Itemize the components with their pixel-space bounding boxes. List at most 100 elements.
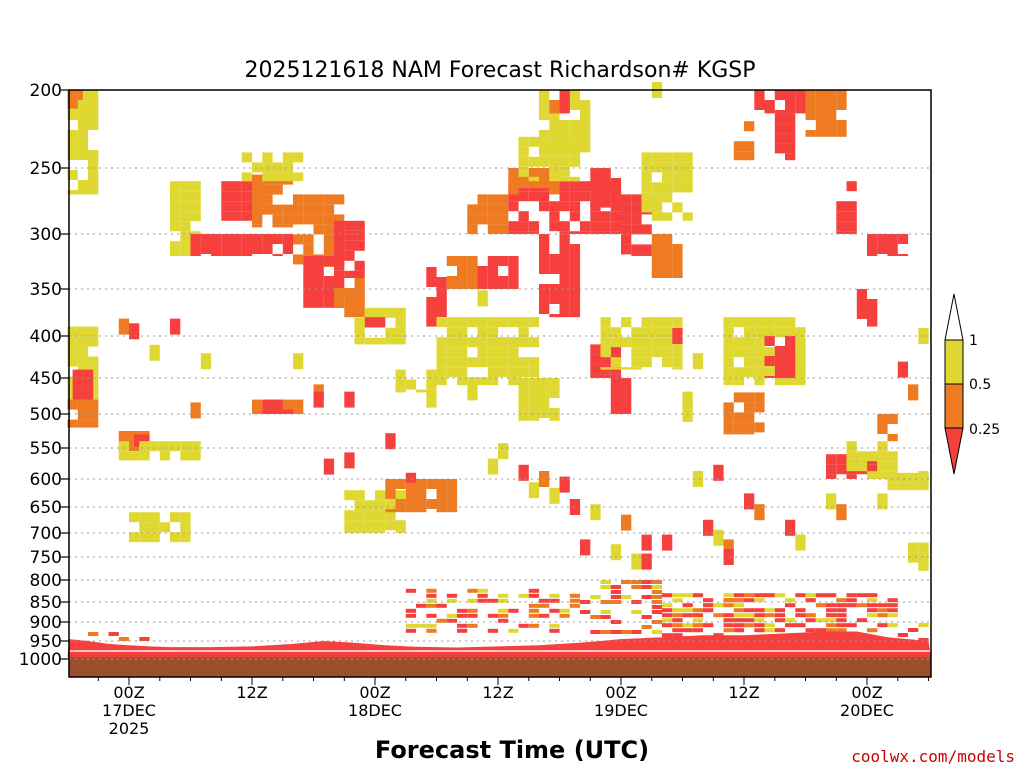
ri-cell-52 — [744, 412, 755, 423]
ri-cell-41 — [641, 152, 652, 163]
ri-scatter-cell — [692, 353, 704, 370]
ri-cell-27 — [457, 266, 468, 276]
ri-cell-8 — [149, 522, 160, 533]
ri-cell-0 — [88, 160, 99, 170]
ri-cell-54 — [877, 244, 888, 254]
ri-cell-4 — [77, 399, 89, 410]
low-level-streak — [487, 628, 499, 633]
ri-cell-35 — [518, 398, 529, 408]
ri-cell-26 — [426, 317, 437, 327]
ri-cell-16 — [334, 250, 345, 261]
low-level-streak — [826, 593, 837, 598]
ri-cell-47 — [805, 90, 816, 100]
ri-cell-25 — [395, 379, 406, 390]
ri-scatter-cell — [559, 476, 570, 493]
ri-cell-54 — [867, 234, 878, 244]
ri-scatter-cell — [826, 493, 837, 510]
x-tick-label: 20DEC — [840, 701, 894, 720]
low-level-streak — [692, 613, 704, 618]
ri-cell-52 — [744, 422, 755, 433]
ri-cell-14 — [303, 214, 314, 225]
ri-cell-29 — [498, 357, 509, 368]
ri-cell-20 — [293, 409, 304, 414]
ri-cell-46 — [785, 110, 796, 114]
ri-cell-42 — [662, 274, 673, 278]
ri-cell-43 — [590, 364, 601, 375]
ri-cell-23 — [446, 479, 458, 489]
ri-cell-12 — [252, 184, 263, 195]
ri-cell-33 — [528, 136, 540, 147]
ri-cell-12 — [262, 204, 273, 215]
low-level-streak — [795, 623, 806, 628]
ri-cell-12 — [272, 204, 283, 215]
ri-cell-28 — [508, 276, 519, 286]
y-tick-label: 200 — [30, 81, 62, 101]
y-axis: 200 250 300 350 400 450 500 550 600 650 700 750 8008… — [19, 81, 69, 670]
low-level-streak — [744, 618, 755, 623]
ri-cell-23 — [405, 479, 417, 489]
credit-link[interactable]: coolwx.com/models — [851, 747, 1015, 766]
ri-cell-13 — [293, 152, 304, 163]
ri-cell-29 — [477, 377, 488, 386]
ri-cell-25 — [426, 379, 437, 390]
ri-cell-45 — [610, 337, 622, 348]
ri-cell-13 — [252, 162, 263, 173]
ri-cell-16 — [334, 240, 345, 251]
ri-cell-51 — [774, 366, 786, 376]
ri-cell-50 — [733, 337, 745, 348]
ri-cell-34 — [539, 294, 550, 304]
ri-scatter-cell — [713, 464, 724, 481]
low-level-streak — [405, 613, 417, 618]
ri-cell-9 — [170, 221, 181, 232]
ri-cell-9 — [180, 221, 191, 232]
ri-cell-50 — [764, 367, 775, 378]
ri-cell-28 — [508, 286, 519, 289]
ri-cell-50 — [795, 367, 806, 378]
ri-cell-58 — [867, 309, 878, 319]
y-tick-label: 400 — [30, 327, 62, 347]
ri-cell-26 — [426, 307, 437, 317]
ri-cell-51 — [774, 346, 786, 356]
ri-cell-44 — [610, 378, 622, 388]
ri-cell-32 — [528, 168, 540, 178]
ri-cell-59 — [897, 482, 909, 491]
ri-cell-10 — [241, 254, 253, 256]
ri-cell-26 — [436, 287, 447, 297]
ri-cell-56 — [846, 441, 857, 452]
colorbar: 1 0.5 0.25 — [944, 293, 1000, 475]
ri-cell-23 — [436, 509, 447, 513]
ri-cell-2 — [77, 326, 89, 337]
ri-cell-47 — [826, 90, 837, 100]
low-level-streak — [672, 608, 683, 613]
ri-cell-15 — [323, 296, 335, 306]
ri-cell-31 — [569, 181, 581, 192]
ri-cell-0 — [88, 180, 99, 190]
ri-cell-14 — [323, 234, 335, 245]
x-tick-label: 00Z — [113, 683, 144, 702]
ri-cell-27 — [457, 286, 468, 289]
ri-cell-31 — [518, 221, 529, 232]
low-level-streak — [733, 603, 745, 608]
ri-cell-14 — [313, 214, 324, 225]
ri-cell-41 — [672, 152, 683, 163]
low-level-streak — [528, 603, 540, 608]
low-level-streak — [723, 598, 734, 603]
ri-cell-41 — [682, 172, 693, 183]
ri-cell-34 — [569, 244, 581, 254]
ri-cell-45 — [641, 357, 652, 368]
ri-cell-47 — [815, 110, 827, 120]
ri-cell-22 — [364, 530, 376, 533]
ri-cell-51 — [785, 356, 796, 366]
ri-cell-58 — [856, 289, 868, 299]
ri-cell-43 — [600, 354, 611, 365]
ri-cell-36 — [580, 100, 591, 110]
low-level-streak — [518, 593, 529, 598]
ri-cell-23 — [426, 479, 437, 489]
ri-cell-0 — [77, 110, 89, 120]
low-level-streak — [662, 618, 673, 623]
ri-cell-33 — [528, 156, 540, 167]
ri-cell-24 — [405, 472, 417, 483]
low-level-streak — [918, 623, 929, 627]
ri-cell-30 — [498, 194, 509, 205]
ri-cell-14 — [323, 244, 335, 255]
